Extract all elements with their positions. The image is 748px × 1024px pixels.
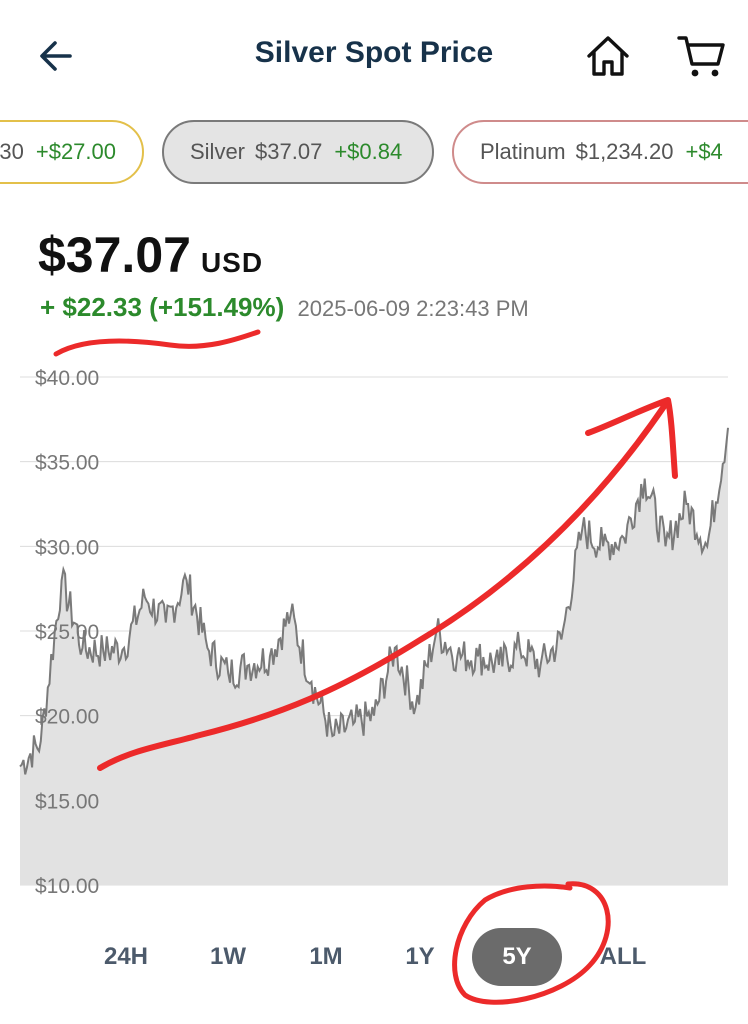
range-24h[interactable]: 24H: [103, 943, 149, 970]
price-change-row: + $22.33 (+151.49%) 2025-06-09 2:23:43 P…: [40, 292, 529, 323]
y-tick-label: $10.00: [35, 875, 99, 898]
current-price: $37.07 USD: [38, 226, 263, 284]
chip-change: +$0.84: [334, 139, 403, 164]
annotation-underline: [53, 329, 261, 357]
home-icon[interactable]: [584, 32, 632, 80]
chip-name: Silver: [190, 139, 246, 164]
chip-price: $37.07: [255, 139, 323, 164]
y-tick-label: $25.00: [35, 621, 99, 644]
y-tick-label: $20.00: [35, 706, 99, 729]
y-tick-label: $30.00: [35, 536, 99, 559]
back-arrow-icon[interactable]: [34, 34, 78, 78]
price-value: $37.07: [38, 227, 191, 283]
chip-gold[interactable]: .30 +$27.00: [0, 120, 144, 184]
chip-price: .30: [0, 139, 24, 164]
cart-icon[interactable]: [676, 32, 726, 80]
range-5y[interactable]: 5Y: [472, 928, 562, 986]
chip-name: Platinum: [480, 139, 566, 164]
chip-price: $1,234.20: [575, 139, 674, 164]
chip-platinum[interactable]: Platinum $1,234.20 +$4: [452, 120, 748, 184]
chip-silver[interactable]: Silver $37.07 +$0.84: [162, 120, 434, 184]
y-tick-label: $40.00: [35, 367, 99, 390]
price-timestamp: 2025-06-09 2:23:43 PM: [297, 296, 529, 321]
chip-change: +$27.00: [35, 139, 116, 164]
page-title: Silver Spot Price: [254, 36, 494, 69]
chip-change: +$4: [685, 139, 723, 164]
metal-chip-strip: .30 +$27.00 Silver $37.07 +$0.84 Platinu…: [0, 120, 748, 188]
price-change: + $22.33 (+151.49%): [40, 292, 285, 322]
y-tick-label: $15.00: [35, 790, 99, 813]
range-selector: 24H 1W 1M 1Y 5Y ALL: [0, 928, 748, 986]
y-tick-label: $35.00: [35, 452, 99, 475]
range-1y[interactable]: 1Y: [405, 943, 435, 970]
price-currency: USD: [200, 247, 264, 278]
price-chart[interactable]: $40.00 $35.00 $30.00 $25.00 $20.00 $15.00 $10.…: [0, 360, 748, 900]
range-1m[interactable]: 1M: [309, 943, 343, 970]
range-all[interactable]: ALL: [599, 943, 647, 970]
range-1w[interactable]: 1W: [210, 943, 246, 970]
app-header: Silver Spot Price: [0, 0, 748, 110]
